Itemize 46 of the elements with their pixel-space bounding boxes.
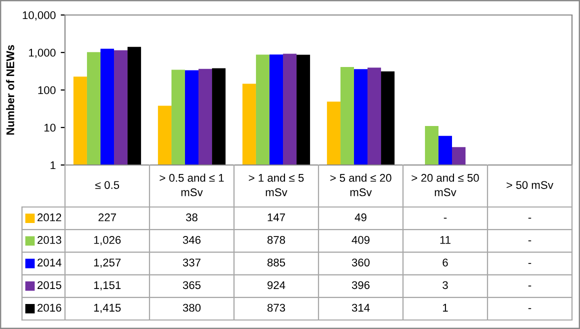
data-label: 409	[352, 236, 370, 244]
legend-label: 2015	[38, 281, 62, 290]
text: -	[528, 240, 532, 242]
x-tick-label: > 0.5 and ≤ 1 mSv	[160, 174, 224, 196]
data-label: 360	[352, 258, 370, 266]
data-label: 337	[182, 258, 200, 266]
data-label: 885	[267, 258, 286, 266]
data-label: 1	[443, 304, 448, 312]
text: -	[528, 308, 532, 310]
data-label: 365	[182, 281, 201, 290]
y-tick-label: 100	[38, 86, 56, 94]
data-label: 6	[442, 258, 448, 266]
data-label: 924	[268, 281, 286, 290]
y-tick-label: 10,000	[22, 11, 56, 20]
data-label: 1,415	[94, 304, 121, 313]
data-label: 38	[186, 213, 198, 222]
x-tick-label: > 50 mSv	[506, 181, 554, 189]
data-label: 227	[98, 213, 116, 222]
x-tick-label: ≤ 0.5	[95, 181, 120, 189]
y-tick-label: 10	[44, 124, 56, 132]
data-label: 1,151	[94, 281, 121, 290]
text: -	[528, 262, 532, 264]
x-tick-label: > 20 and ≤ 50 mSv	[412, 174, 479, 196]
y-tick-label: 1,000	[29, 48, 56, 58]
data-label: 3	[442, 281, 448, 290]
legend-label: 2016	[38, 304, 62, 312]
data-label: 1,257	[94, 258, 121, 268]
x-tick-label: > 1 and ≤ 5 mSv	[248, 174, 304, 196]
y-axis-title: Number of NEWs	[6, 45, 14, 135]
legend-label: 2013	[38, 236, 62, 244]
data-label: 11	[440, 236, 450, 244]
data-label: 1,026	[94, 236, 121, 246]
x-tick-label: > 5 and ≤ 20 mSv	[330, 174, 392, 196]
data-label: 380	[182, 304, 201, 312]
data-label: 878	[267, 236, 286, 244]
text: -	[528, 218, 532, 219]
data-label: 873	[267, 304, 286, 312]
data-label: 314	[352, 304, 370, 312]
data-label: 346	[182, 236, 201, 244]
data-label: 147	[268, 214, 285, 222]
text: -	[444, 218, 447, 219]
legend-label: 2014	[38, 258, 62, 266]
legend-label: 2012	[38, 213, 62, 222]
data-label: 396	[352, 281, 370, 290]
y-tick-label: 1	[50, 161, 56, 170]
data-label: 49	[354, 213, 366, 222]
